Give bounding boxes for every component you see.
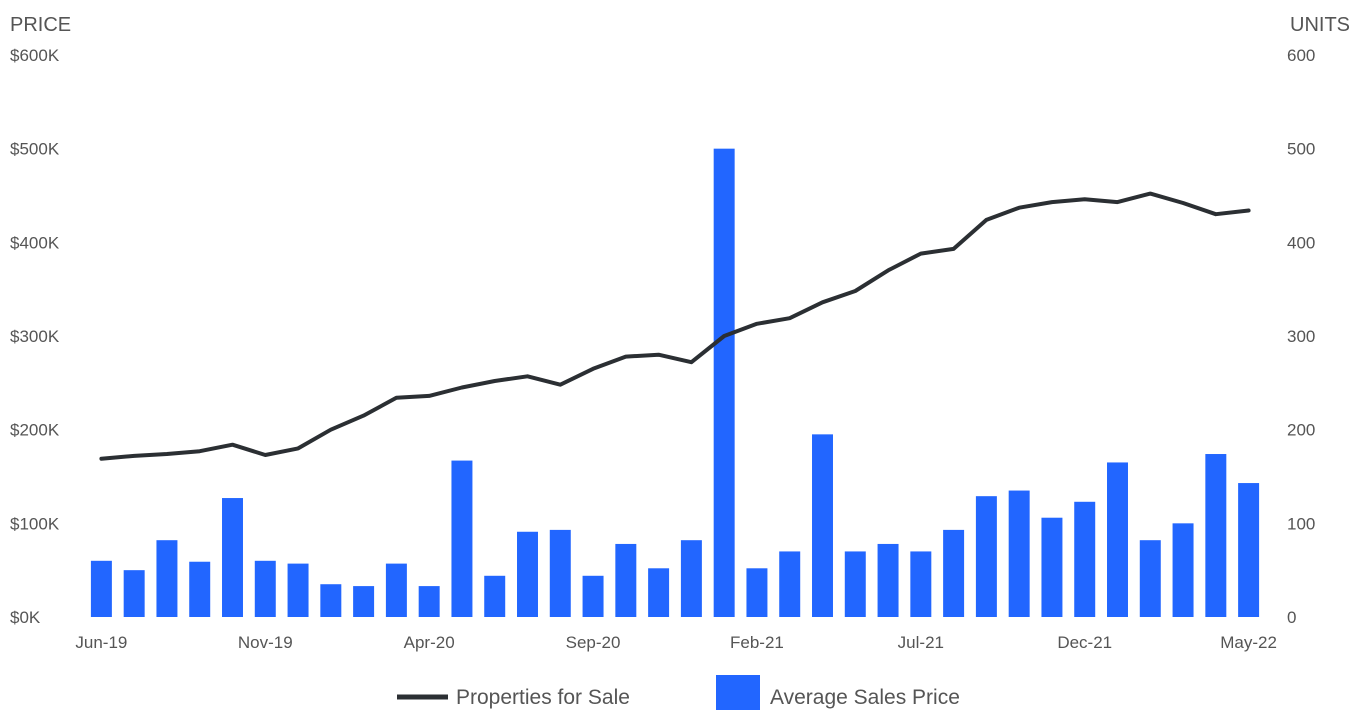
bar-average-sales-price	[320, 584, 342, 617]
bar-average-sales-price	[1008, 490, 1030, 617]
x-tick-label: Dec-21	[1057, 633, 1112, 652]
bar-average-sales-price	[90, 560, 112, 617]
bar-average-sales-price	[123, 570, 145, 617]
bar-average-sales-price	[287, 563, 309, 617]
bar-average-sales-price	[910, 551, 932, 617]
right-tick-label: 100	[1287, 514, 1315, 533]
bar-average-sales-price	[1041, 517, 1063, 617]
left-tick-label: $200K	[10, 421, 60, 440]
x-axis-ticks: Jun-19 Nov-19 Apr-20 Sep-20 Feb-21 Jul-21 Dec-…	[75, 633, 1277, 652]
bar-average-sales-price	[680, 540, 702, 617]
bar-average-sales-price	[1172, 523, 1194, 617]
bar-average-sales-price	[713, 148, 735, 617]
bar-average-sales-price	[549, 529, 571, 617]
right-tick-label: 300	[1287, 327, 1315, 346]
x-tick-label: Sep-20	[566, 633, 621, 652]
right-tick-label: 600	[1287, 46, 1315, 65]
x-tick-label: Feb-21	[730, 633, 784, 652]
bar-average-sales-price	[156, 540, 178, 617]
left-tick-label: $300K	[10, 327, 60, 346]
bar-average-sales-price	[877, 543, 899, 617]
bar-average-sales-price	[648, 568, 670, 617]
bar-average-sales-price	[451, 460, 473, 617]
bar-average-sales-price	[943, 529, 965, 617]
right-axis-ticks: 0 100 200 300 400 500 600	[1287, 46, 1315, 627]
right-tick-label: 200	[1287, 421, 1315, 440]
bar-average-sales-price	[812, 434, 833, 617]
bar-average-sales-price	[1205, 454, 1227, 617]
bar-average-sales-price	[1107, 462, 1128, 617]
bar-average-sales-price	[1074, 501, 1096, 617]
bar-average-sales-price	[844, 551, 866, 617]
bar-average-sales-price	[189, 561, 211, 617]
bar-series	[90, 148, 1260, 617]
x-tick-label: Nov-19	[238, 633, 293, 652]
bar-average-sales-price	[582, 575, 604, 617]
bar-average-sales-price	[517, 531, 538, 617]
bar-average-sales-price	[975, 496, 997, 617]
bar-average-sales-price	[615, 543, 637, 617]
left-tick-label: $500K	[10, 140, 60, 159]
left-tick-label: $100K	[10, 514, 60, 533]
left-tick-label: $0K	[10, 608, 41, 627]
bar-average-sales-price	[385, 563, 407, 617]
line-series	[99, 191, 1251, 461]
line-properties-for-sale	[99, 191, 1251, 461]
bar-average-sales-price	[418, 586, 440, 617]
bar-average-sales-price	[779, 551, 801, 617]
left-tick-label: $600K	[10, 46, 60, 65]
legend: Properties for Sale Average Sales Price	[397, 675, 960, 710]
bar-average-sales-price	[254, 560, 276, 617]
bar-average-sales-price	[484, 575, 506, 617]
legend-bar-swatch	[716, 675, 760, 710]
bar-average-sales-price	[222, 498, 243, 617]
bar-average-sales-price	[746, 568, 768, 617]
left-axis-title: PRICE	[10, 14, 71, 36]
x-tick-label: Jun-19	[75, 633, 127, 652]
x-tick-label: Jul-21	[898, 633, 944, 652]
right-tick-label: 0	[1287, 608, 1296, 627]
right-tick-label: 500	[1287, 140, 1315, 159]
bar-average-sales-price	[1139, 540, 1161, 617]
x-tick-label: Apr-20	[404, 633, 455, 652]
right-tick-label: 400	[1287, 233, 1315, 252]
bar-average-sales-price	[1238, 483, 1260, 617]
left-axis-ticks: $0K $100K $200K $300K $400K $500K $600K	[10, 46, 60, 627]
legend-label-average-price: Average Sales Price	[770, 686, 960, 709]
bar-average-sales-price	[353, 586, 375, 617]
left-tick-label: $400K	[10, 233, 60, 252]
x-tick-label: May-22	[1220, 633, 1277, 652]
right-axis-title: UNITS	[1290, 14, 1350, 36]
legend-label-properties: Properties for Sale	[456, 686, 630, 709]
